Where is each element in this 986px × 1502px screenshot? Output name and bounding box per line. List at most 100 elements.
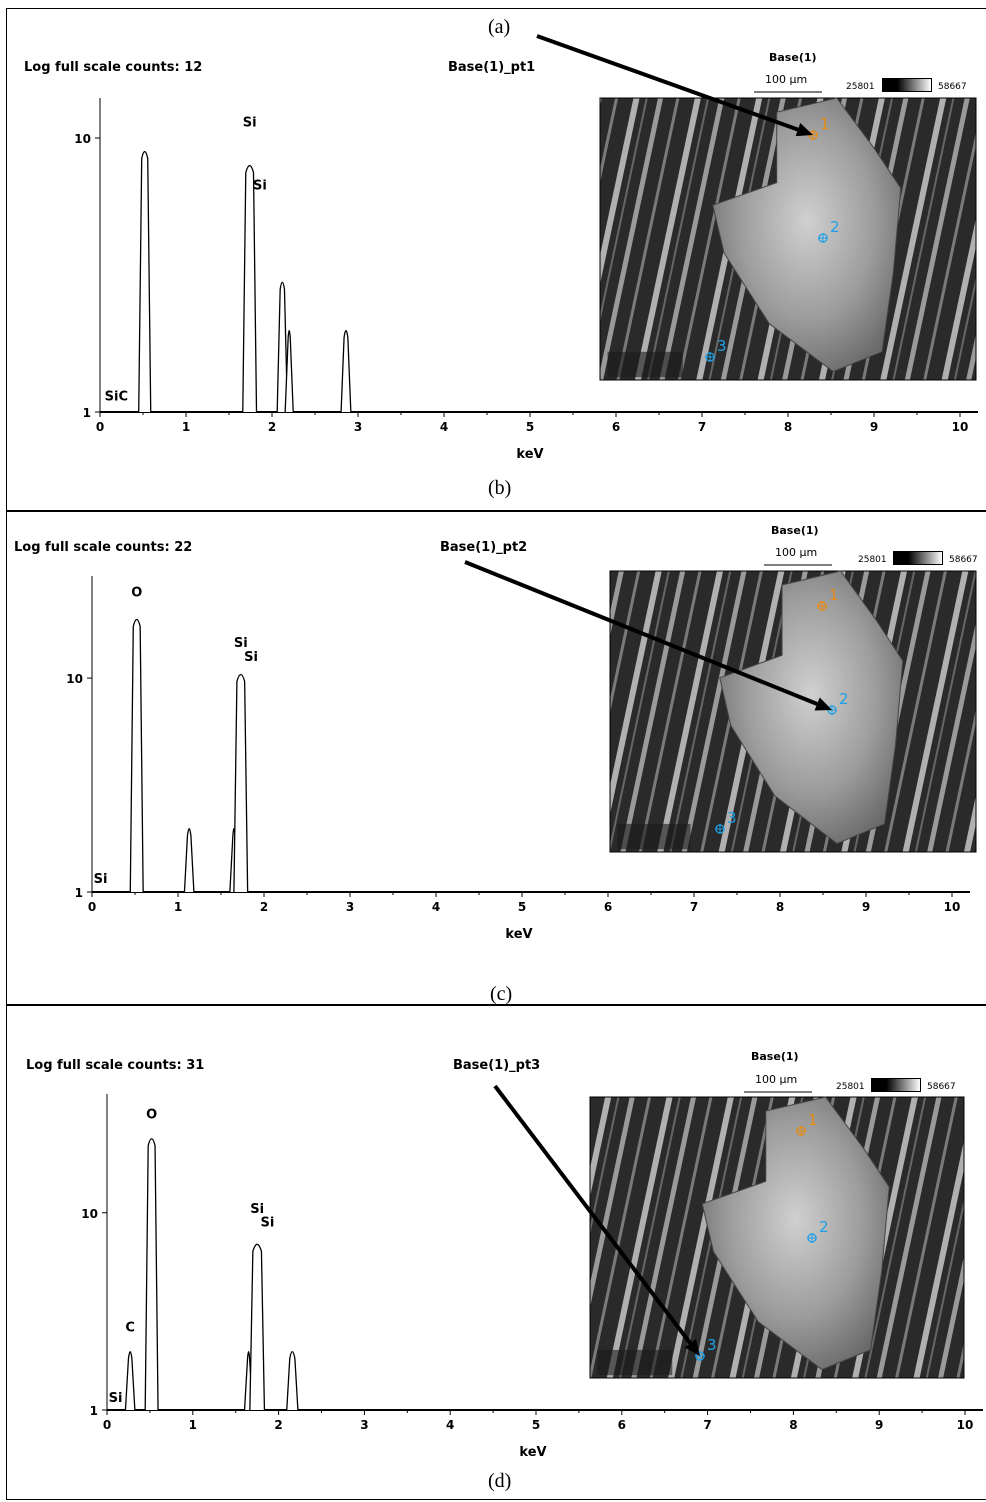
x-tick-label: 7 (703, 1418, 711, 1432)
pointer-arrow-3 (493, 1084, 700, 1356)
x-tick-label: 10 (952, 420, 969, 434)
sem-scale-3: 100 µm (755, 1073, 798, 1086)
sem-shadow (617, 823, 691, 850)
sem-particle (712, 97, 902, 373)
x-tick-label: 3 (360, 1418, 368, 1432)
y-tick-label: 1 (83, 406, 91, 420)
sem-colorbar-3 (871, 1078, 921, 1092)
marker-number: 3 (707, 1336, 717, 1354)
peak-label: Si (94, 872, 108, 887)
arrow-shaft (464, 560, 818, 706)
marker-number: 2 (830, 218, 840, 236)
title-pt3: Base(1)_pt3 (453, 1058, 541, 1073)
sem-marker-2: 2 (818, 218, 840, 243)
sem-cbmin-1: 25801 (846, 82, 875, 92)
sem-particle (719, 570, 904, 845)
marker-number: 1 (808, 1111, 818, 1129)
sem-shadow (597, 1349, 673, 1376)
x-tick-label: 9 (862, 900, 870, 914)
x-tick-label: 2 (268, 420, 276, 434)
header-counts-pt3: Log full scale counts: 31 (26, 1058, 205, 1073)
sem-label-1: Base(1) (769, 51, 817, 64)
x-tick-label: 10 (957, 1418, 974, 1432)
x-tick-label: 0 (88, 900, 96, 914)
sem-marker-3: 3 (705, 337, 727, 362)
title-pt2: Base(1)_pt2 (440, 540, 528, 555)
sem-cbmax-3: 58667 (927, 1082, 956, 1092)
sem-shadow (607, 351, 683, 378)
x-tick-label: 7 (698, 420, 706, 434)
caption-d: (d) (488, 1470, 512, 1492)
sem-colorbar-1 (882, 78, 932, 92)
marker-number: 1 (829, 586, 839, 604)
x-tick-label: 8 (784, 420, 792, 434)
x-tick-label: 9 (870, 420, 878, 434)
x-tick-label: 10 (944, 900, 961, 914)
x-tick-label: 2 (260, 900, 268, 914)
x-tick-label: 6 (618, 1418, 626, 1432)
x-tick-label: 8 (776, 900, 784, 914)
sem-marker-1: 1 (817, 586, 839, 611)
x-tick-label: 7 (690, 900, 698, 914)
y-tick-label: 10 (74, 132, 91, 146)
peak-label: Si (234, 636, 248, 651)
peak-4 (233, 673, 249, 893)
x-tick-label: 0 (96, 420, 104, 434)
x-tick-label: 1 (182, 420, 190, 434)
x-tick-label: 0 (103, 1418, 111, 1432)
peak-1 (129, 618, 144, 893)
y-tick-label: 1 (75, 886, 83, 900)
sem-image-2: 1 2 3 (609, 564, 977, 853)
x-tick-label: 5 (526, 420, 534, 434)
peak-4 (249, 1243, 266, 1411)
marker-number: 3 (727, 809, 737, 827)
x-tick-label: 2 (274, 1418, 282, 1432)
peak-label: SiC (105, 390, 128, 405)
peak-2 (183, 827, 195, 893)
peak-label: Si (244, 650, 258, 665)
peak-label: Si (253, 178, 267, 193)
marker-number: 2 (819, 1218, 829, 1236)
sem-cbmin-3: 25801 (836, 1082, 865, 1092)
peak-label: O (146, 1108, 157, 1123)
peak-2 (242, 164, 258, 413)
sem-cbmin-2: 25801 (858, 555, 887, 565)
peak-label: Si (243, 116, 257, 131)
header-counts-pt1: Log full scale counts: 12 (24, 60, 203, 75)
marker-number: 2 (839, 690, 849, 708)
x-tick-label: 9 (875, 1418, 883, 1432)
y-tick-label: 10 (81, 1207, 98, 1221)
x-tick-label: 1 (189, 1418, 197, 1432)
sem-label-2: Base(1) (771, 524, 819, 537)
sem-image-3: 1 2 3 (589, 1091, 965, 1379)
x-tick-label: 5 (532, 1418, 540, 1432)
caption-c: (c) (490, 983, 513, 1005)
caption-a: (a) (488, 16, 511, 38)
y-tick-label: 10 (66, 672, 83, 686)
peak-label: Si (250, 1202, 264, 1217)
title-pt1: Base(1)_pt1 (448, 60, 536, 75)
arrow-shaft (493, 1084, 692, 1345)
sem-scale-2: 100 µm (775, 546, 818, 559)
arrow-head (814, 697, 832, 711)
x-tick-label: 4 (440, 420, 448, 434)
sem-marker-2: 2 (807, 1218, 829, 1243)
x-tick-label: 5 (518, 900, 526, 914)
sem-colorbar-2 (893, 551, 943, 565)
peak-label: Si (261, 1216, 275, 1231)
x-tick-label: 6 (604, 900, 612, 914)
pointer-arrow-1 (536, 34, 813, 137)
peak-5 (286, 1350, 299, 1411)
x-axis-label: keV (505, 927, 532, 942)
peak-4 (284, 329, 294, 413)
marker-number: 3 (717, 337, 727, 355)
peak-5 (340, 329, 352, 413)
pointer-arrow-2 (464, 560, 832, 711)
panel-spectrum-pt3 (6, 1005, 986, 1500)
arrow-head (795, 123, 813, 137)
header-counts-pt2: Log full scale counts: 22 (14, 540, 193, 555)
x-tick-label: 6 (612, 420, 620, 434)
